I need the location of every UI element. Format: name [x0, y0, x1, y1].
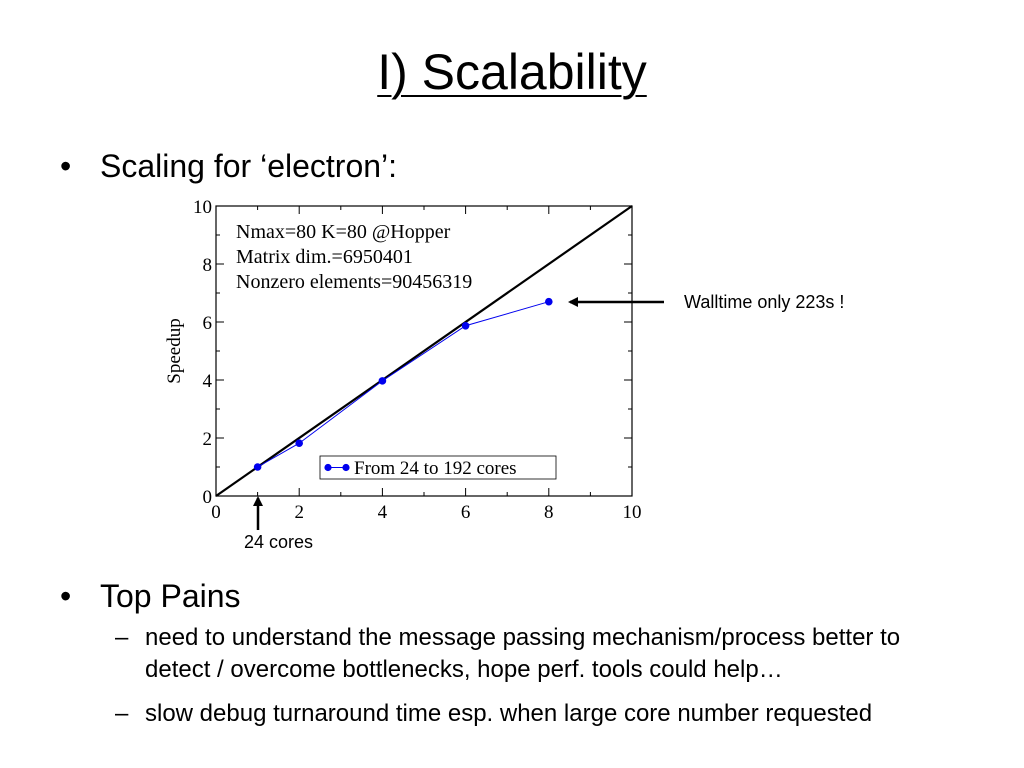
sub-bullet-message-passing-text: need to understand the message passing m…: [145, 624, 901, 683]
legend-box: [319, 455, 557, 480]
x-tick-label: 0: [211, 502, 221, 523]
slide-title-text: I) Scalability: [377, 44, 647, 100]
bullet-scaling: • Scaling for ‘electron’:: [60, 146, 398, 186]
series-point: [253, 463, 262, 471]
series-points: [253, 297, 553, 471]
legend-label: From 24 to 192 cores: [354, 458, 517, 479]
x-tick-label: 2: [294, 502, 304, 523]
y-ticks: 0 2 4 6 8 10: [193, 197, 632, 508]
legend-marker-1: [324, 463, 332, 472]
info-line-2: Matrix dim.=6950401: [236, 246, 413, 268]
series-point: [378, 377, 387, 385]
info-line-1: Nmax=80 K=80 @Hopper: [236, 221, 451, 243]
info-text-block: Nmax=80 K=80 @Hopper Matrix dim.=6950401…: [236, 221, 472, 293]
x-tick-label: 4: [378, 502, 388, 523]
walltime-annotation: Walltime only 223s !: [684, 292, 845, 312]
bullet-dot: •: [60, 148, 72, 184]
y-tick-label: 8: [203, 255, 213, 276]
sub-bullet-message-passing: – need to understand the message passing…: [115, 622, 965, 686]
x-tick-label: 8: [544, 502, 554, 523]
y-tick-label: 4: [203, 371, 213, 392]
legend: From 24 to 192 cores: [319, 455, 557, 480]
slide-title: I) Scalability: [0, 40, 1024, 104]
legend-marker-2: [342, 463, 350, 472]
ideal-scaling-line: [215, 205, 633, 497]
speedup-chart: 0 2 4 6 8 10 0 2 4 6 8 10 Speedup Nmax=80 K=80 @Ho…: [164, 197, 642, 523]
sub-bullet-dash: –: [115, 624, 129, 651]
x-tick-label: 10: [623, 502, 642, 523]
series-point: [461, 321, 470, 330]
sub-bullet-dash: –: [115, 700, 129, 727]
cores-annotation: 24 cores: [244, 532, 314, 552]
sub-bullet-debug-text: slow debug turnaround time esp. when lar…: [145, 700, 873, 727]
x-tick-label: 6: [461, 502, 471, 523]
bullet-scaling-text: Scaling for ‘electron’:: [100, 148, 398, 184]
y-axis-label: Speedup: [164, 318, 185, 383]
bullet-top-pains: • Top Pains: [60, 576, 241, 616]
info-line-3: Nonzero elements=90456319: [236, 271, 472, 293]
sub-bullet-debug: – slow debug turnaround time esp. when l…: [115, 698, 965, 730]
bullet-top-pains-text: Top Pains: [100, 578, 241, 614]
series-point: [295, 439, 303, 448]
y-tick-label: 0: [203, 487, 213, 508]
y-tick-label: 2: [203, 429, 213, 450]
y-tick-label: 10: [193, 197, 212, 218]
y-tick-label: 6: [203, 313, 213, 334]
x-ticks: 0 2 4 6 8 10: [211, 206, 642, 523]
series-point: [545, 297, 553, 306]
bullet-dot: •: [60, 578, 72, 614]
